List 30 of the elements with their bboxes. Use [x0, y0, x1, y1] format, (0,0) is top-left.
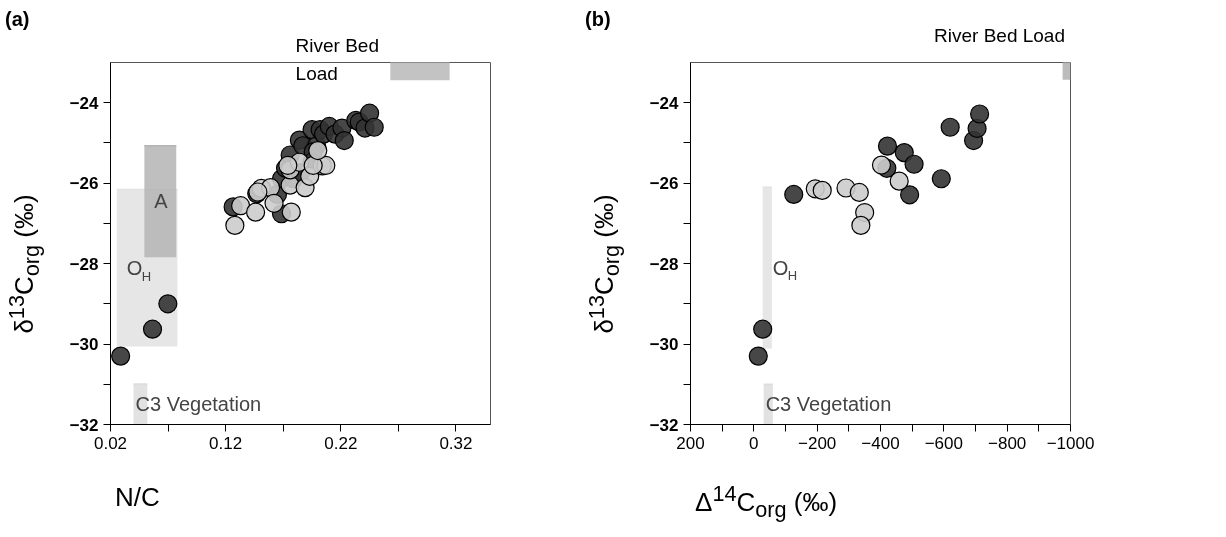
- x-tick-label: −200: [798, 433, 837, 453]
- x-axis-title: N/C: [115, 481, 160, 514]
- x-axis-title: Δ$^{14}$C$_{org}$ (‰): [695, 480, 838, 524]
- x-tick-label: 0.32: [439, 433, 473, 453]
- y-tick-label: −26: [649, 174, 679, 194]
- x-tick-label: 0.12: [209, 433, 243, 453]
- series-label: C3 Vegetation: [765, 393, 892, 416]
- y-tick-label: −28: [69, 254, 99, 274]
- x-tick-label: 0: [749, 433, 759, 453]
- chart-title: (a): [5, 8, 30, 30]
- series-label: C3 Vegetation: [135, 393, 262, 416]
- y-tick-label: −28: [649, 254, 679, 274]
- x-tick-label: −800: [988, 433, 1027, 453]
- x-tick-label: −600: [924, 433, 963, 453]
- chart-title: (b): [585, 8, 611, 30]
- series-label: River Bed Load: [934, 23, 1065, 48]
- y-tick-label: −32: [69, 415, 99, 435]
- y-tick-label: −30: [649, 335, 679, 355]
- y-tick-label: −24: [69, 93, 100, 113]
- y-tick-label: −26: [69, 174, 99, 194]
- y-tick-label: −24: [649, 93, 680, 113]
- y-tick-label: −30: [69, 335, 99, 355]
- x-tick-label: −1000: [1046, 433, 1095, 453]
- x-tick-label: 0.22: [324, 433, 358, 453]
- series-label: A: [154, 190, 169, 213]
- x-tick-label: −400: [861, 433, 900, 453]
- series-label: River Bed Load: [295, 34, 379, 86]
- x-tick-label: 200: [676, 433, 705, 453]
- x-tick-label: 0.02: [93, 433, 128, 453]
- y-tick-label: −32: [649, 415, 679, 435]
